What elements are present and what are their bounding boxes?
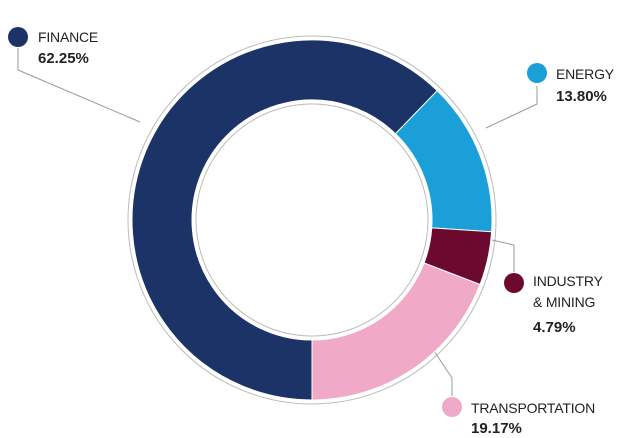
value-label: 4.79% [533, 319, 576, 336]
donut-segment [311, 262, 481, 401]
category-label: ENERGY [556, 66, 614, 82]
leader-line [491, 239, 515, 272]
leader-line [485, 86, 538, 129]
legend-dot [8, 27, 28, 47]
category-label: TRANSPORTATION [471, 400, 595, 416]
value-label: 62.25% [38, 50, 89, 67]
outer-ring [127, 35, 497, 405]
inner-ring [195, 103, 429, 337]
legend-dot [527, 63, 547, 83]
legend-dot [442, 397, 462, 417]
legend-dot [504, 273, 524, 293]
leader-line [17, 48, 141, 123]
value-label: 13.80% [556, 88, 607, 105]
value-label: 19.17% [471, 420, 522, 437]
donut-segment [131, 39, 438, 401]
category-label: FINANCE [38, 29, 99, 45]
category-label: INDUSTRY & MINING [533, 273, 603, 310]
leader-line [427, 341, 453, 396]
